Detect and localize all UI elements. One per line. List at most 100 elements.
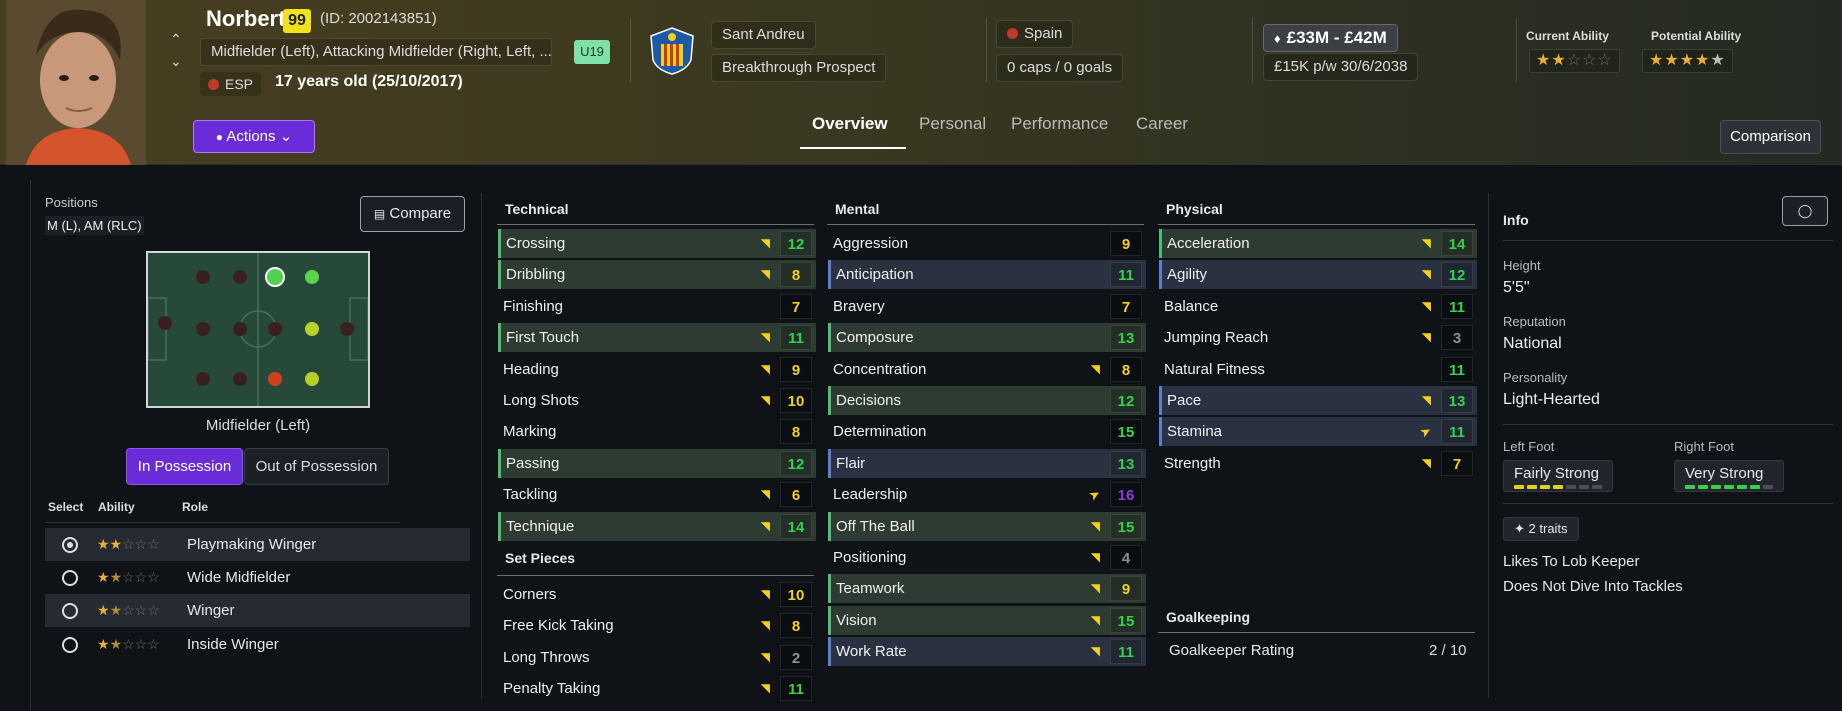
attribute-row[interactable]: First Touch ◥ 11 xyxy=(498,323,816,353)
attribute-row[interactable]: Balance ◥ 11 xyxy=(1159,292,1477,321)
attribute-row[interactable]: Vision ◥ 15 xyxy=(828,605,1146,635)
attribute-row[interactable]: Acceleration ◥ 14 xyxy=(1159,229,1477,258)
trend-arrow-icon: ◥ xyxy=(760,487,770,502)
comparison-button[interactable]: Comparison xyxy=(1720,120,1821,154)
attribute-row[interactable]: Positioning ◥ 4 xyxy=(828,543,1146,572)
role-radio[interactable] xyxy=(62,603,78,619)
attribute-row[interactable]: Agility ◥ 12 xyxy=(1159,260,1477,290)
position-dot[interactable] xyxy=(305,322,319,336)
price-tag-icon: ♦ xyxy=(1274,31,1281,46)
foot-strength-segment xyxy=(1540,485,1550,489)
tab-overview[interactable]: Overview xyxy=(812,114,888,133)
attribute-row[interactable]: Marking 8 xyxy=(498,417,816,446)
attribute-row[interactable]: Passing 12 xyxy=(498,448,816,478)
nationality-chip: ESP xyxy=(200,72,262,96)
attribute-row[interactable]: Bravery 7 xyxy=(828,292,1146,321)
attribute-row[interactable]: Decisions 12 xyxy=(828,386,1146,415)
divider xyxy=(630,18,631,82)
foot-strength-segment xyxy=(1737,485,1747,489)
attribute-name: Long Throws xyxy=(503,648,590,666)
attribute-row[interactable]: Anticipation 11 xyxy=(828,260,1146,290)
attribute-row[interactable]: Strength ◥ 7 xyxy=(1159,449,1477,478)
attribute-row[interactable]: Concentration ◥ 8 xyxy=(828,355,1146,384)
attribute-row[interactable]: Aggression 9 xyxy=(828,229,1146,258)
attribute-name: Flair xyxy=(836,454,866,472)
position-dot-gk[interactable] xyxy=(158,316,172,330)
previous-player-icon[interactable]: ⌃ xyxy=(170,31,182,47)
position-dot[interactable] xyxy=(305,372,319,386)
position-dot[interactable] xyxy=(268,372,282,386)
attribute-row[interactable]: Long Shots ◥ 10 xyxy=(498,386,816,415)
attribute-row[interactable]: Tackling ◥ 6 xyxy=(498,480,816,509)
tab-personal[interactable]: Personal xyxy=(919,114,987,133)
attribute-row[interactable]: Teamwork ◥ 9 xyxy=(828,574,1146,604)
position-dot[interactable] xyxy=(233,270,247,284)
attribute-row[interactable]: Corners ◥ 10 xyxy=(498,580,816,609)
position-dot[interactable] xyxy=(196,322,210,336)
club-name[interactable]: Sant Andreu xyxy=(711,21,816,49)
compare-button[interactable]: ▤ Compare xyxy=(360,196,465,232)
attribute-row[interactable]: Jumping Reach ◥ 3 xyxy=(1159,323,1477,352)
actions-button[interactable]: ● Actions ⌄ xyxy=(193,120,315,153)
club-crest-icon[interactable] xyxy=(647,26,697,76)
attribute-row[interactable]: Finishing 7 xyxy=(498,292,816,321)
tab-career[interactable]: Career xyxy=(1136,114,1188,133)
attribute-row[interactable]: Crossing ◥ 12 xyxy=(498,229,816,258)
role-name: Inside Winger xyxy=(187,636,279,653)
attribute-name: Agility xyxy=(1167,266,1208,284)
out-of-possession-toggle[interactable]: Out of Possession xyxy=(244,448,389,485)
left-foot-value: Fairly Strong xyxy=(1514,465,1600,482)
attribute-row[interactable]: Heading ◥ 9 xyxy=(498,355,816,384)
role-row[interactable]: ★★☆☆☆ Winger xyxy=(45,594,470,627)
next-player-icon[interactable]: ⌄ xyxy=(170,53,182,69)
attribute-value: 8 xyxy=(780,419,812,445)
trend-arrow-icon: ◥ xyxy=(1090,644,1100,659)
attribute-row[interactable]: Leadership ➤ 16 xyxy=(828,480,1146,509)
attribute-value: 2 xyxy=(780,644,812,670)
attribute-row[interactable]: Determination 15 xyxy=(828,417,1146,446)
attribute-row[interactable]: Penalty Taking ◥ 11 xyxy=(498,674,816,703)
position-dot-selected[interactable] xyxy=(265,267,285,287)
attribute-value: 11 xyxy=(1441,419,1473,445)
height-value: 5'5" xyxy=(1503,279,1530,296)
attribute-row[interactable]: Stamina ➤ 11 xyxy=(1159,417,1477,447)
attribute-value: 11 xyxy=(1110,639,1142,665)
role-row[interactable]: ★★☆☆☆ Inside Winger xyxy=(45,628,470,661)
attribute-row[interactable]: Free Kick Taking ◥ 8 xyxy=(498,611,816,640)
info-menu-button[interactable]: ◯ xyxy=(1782,196,1828,226)
position-dot[interactable] xyxy=(233,372,247,386)
attribute-row[interactable]: Technique ◥ 14 xyxy=(498,511,816,541)
attribute-row[interactable]: Flair 13 xyxy=(828,448,1146,478)
goalkeeper-rating-label: Goalkeeper Rating xyxy=(1169,642,1295,659)
trait-item: Does Not Dive Into Tackles xyxy=(1503,578,1683,595)
nation-name: Spain xyxy=(1024,25,1063,42)
in-possession-toggle[interactable]: In Possession xyxy=(126,448,243,485)
attribute-row[interactable]: Natural Fitness 11 xyxy=(1159,355,1477,384)
role-radio[interactable] xyxy=(62,637,78,653)
reputation-label: Reputation xyxy=(1503,314,1566,329)
role-row[interactable]: ★★☆☆☆ Playmaking Winger xyxy=(45,528,470,561)
attribute-row[interactable]: Long Throws ◥ 2 xyxy=(498,643,816,672)
transfer-value: ♦ £33M - £42M xyxy=(1263,24,1398,52)
position-dot[interactable] xyxy=(268,322,282,336)
tab-performance[interactable]: Performance xyxy=(1011,114,1109,133)
position-pitch[interactable] xyxy=(146,251,370,408)
position-dot[interactable] xyxy=(305,270,319,284)
traits-chip[interactable]: ✦ 2 traits xyxy=(1503,517,1579,541)
right-foot-chip: Very Strong xyxy=(1674,460,1784,492)
player-photo xyxy=(6,0,146,165)
role-radio[interactable] xyxy=(62,570,78,586)
attribute-row[interactable]: Work Rate ◥ 11 xyxy=(828,637,1146,667)
position-dot[interactable] xyxy=(340,322,354,336)
nation-chip[interactable]: Spain xyxy=(996,20,1074,48)
position-dot[interactable] xyxy=(233,322,247,336)
role-radio[interactable] xyxy=(62,537,78,553)
attribute-row[interactable]: Composure 13 xyxy=(828,323,1146,353)
attribute-row[interactable]: Pace ◥ 13 xyxy=(1159,386,1477,415)
position-dot[interactable] xyxy=(196,372,210,386)
position-dot[interactable] xyxy=(196,270,210,284)
role-row[interactable]: ★★☆☆☆ Wide Midfielder xyxy=(45,561,470,594)
attribute-row[interactable]: Off The Ball ◥ 15 xyxy=(828,511,1146,541)
attribute-row[interactable]: Dribbling ◥ 8 xyxy=(498,260,816,290)
right-foot-value: Very Strong xyxy=(1685,465,1764,482)
